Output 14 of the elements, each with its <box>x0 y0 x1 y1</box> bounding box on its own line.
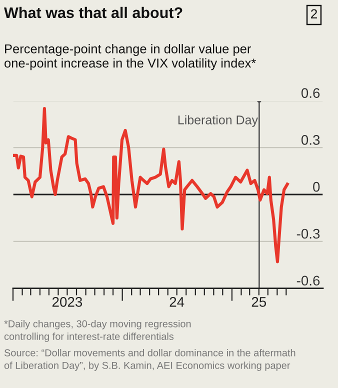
x-tick-label: 24 <box>170 297 184 307</box>
ref-line-label: Liberation Day <box>178 115 258 127</box>
x-tick-label: 2023 <box>52 297 82 307</box>
y-tick-label: -0.6 <box>296 276 320 286</box>
x-tick-label: 25 <box>252 297 266 307</box>
chart-subtitle: Percentage-point change in dollar value per one-point increase in the VIX volatility index* <box>4 44 256 70</box>
text: 2 <box>310 9 318 18</box>
y-tick-label: 0.3 <box>301 135 320 145</box>
y-tick-label: 0 <box>313 182 320 192</box>
chart-title: What was that all about? <box>4 6 182 18</box>
source-note: Source: “Dollar movements and dollar dominance in the aftermath of Liberation Day”, by S.B. Kamin, AEI Economics working paper <box>4 349 296 371</box>
y-tick-label: 0.6 <box>301 88 320 98</box>
y-tick-label: -0.3 <box>296 228 320 239</box>
text: *Daily changes, 30-day moving regression controlling for interest-rate differentials <box>4 320 191 342</box>
